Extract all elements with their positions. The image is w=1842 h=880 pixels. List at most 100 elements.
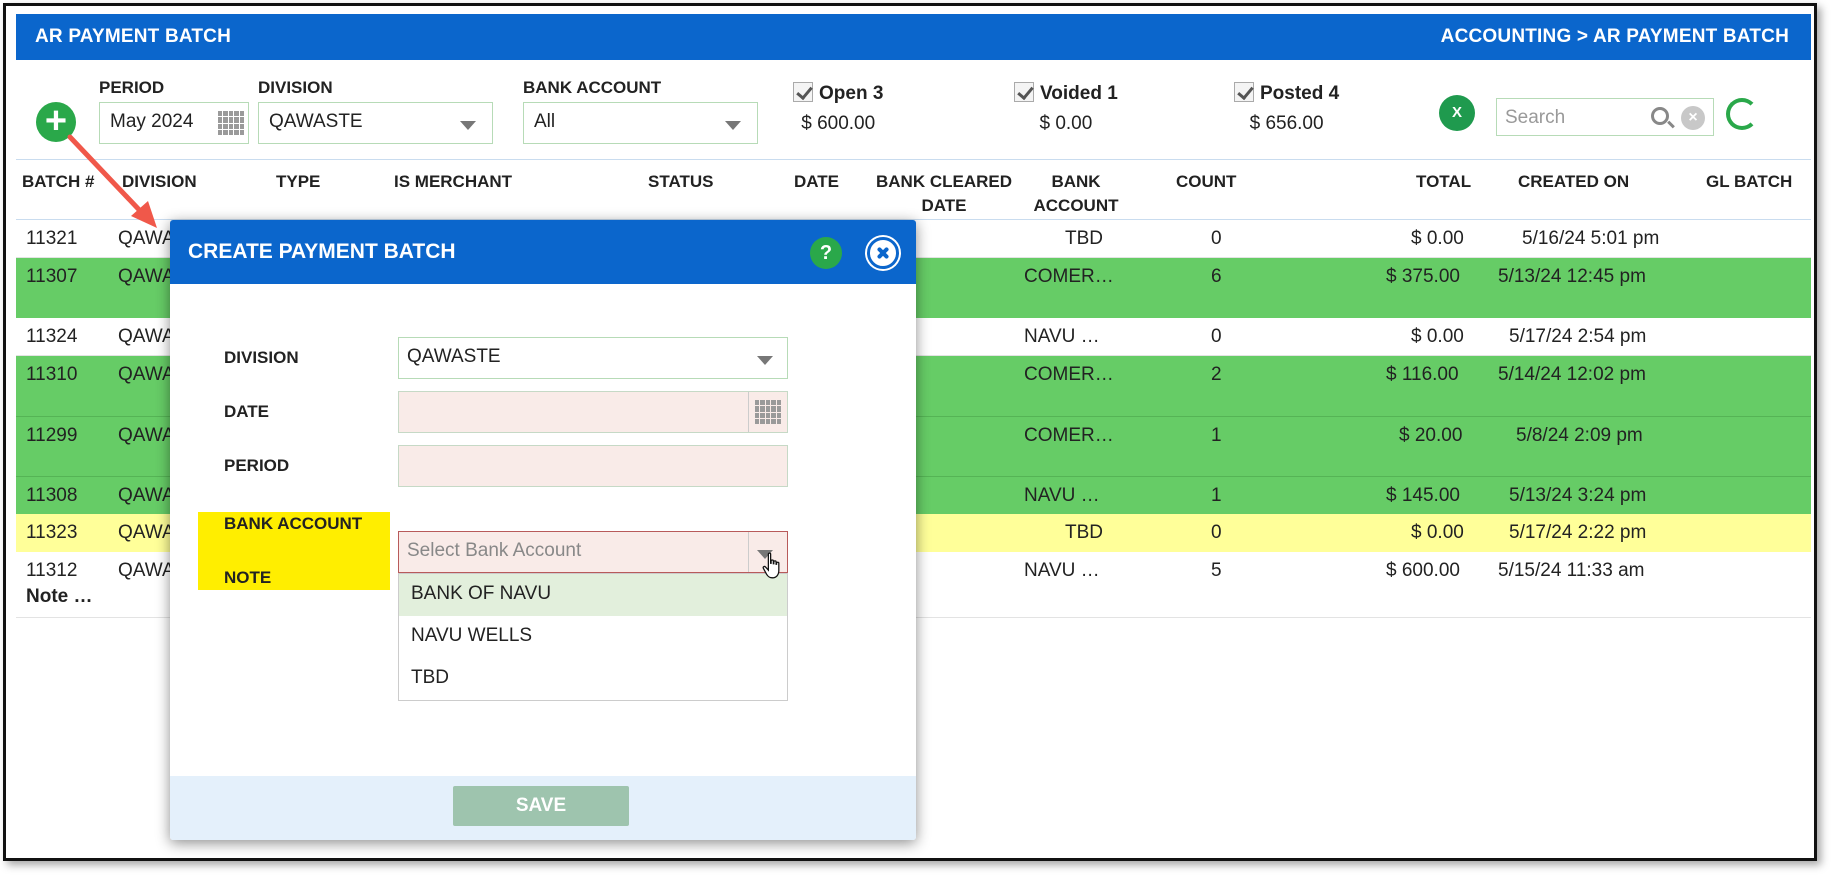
- cell-count: 0: [1211, 228, 1222, 249]
- col-count[interactable]: COUNT: [1176, 172, 1237, 191]
- cell-bank: COMER…: [1024, 266, 1114, 287]
- cell-total: $ 375.00: [1386, 266, 1460, 287]
- calendar-icon[interactable]: [218, 111, 244, 135]
- cell-bank: TBD: [1065, 228, 1103, 249]
- cell-batch: 11310: [26, 364, 78, 385]
- cell-total: $ 0.00: [1411, 522, 1464, 543]
- voided-stat-amount: $ 0.00: [1039, 113, 1093, 134]
- open-stat: Open 3 $ 600.00: [793, 82, 883, 135]
- dialog-division-value: QAWASTE: [407, 346, 501, 367]
- plus-circle-icon: +: [44, 100, 68, 142]
- cell-count: 1: [1211, 425, 1222, 446]
- chevron-down-icon: [757, 356, 773, 365]
- excel-export-button[interactable]: X: [1439, 95, 1475, 131]
- cell-batch: 11323: [26, 522, 78, 543]
- col-is-merchant[interactable]: IS MERCHANT: [394, 172, 513, 191]
- dialog-period-label: PERIOD: [224, 456, 290, 475]
- cell-total: $ 600.00: [1386, 560, 1460, 581]
- col-type[interactable]: TYPE: [276, 172, 321, 191]
- voided-checkbox[interactable]: [1014, 82, 1034, 102]
- dialog-division-label: DIVISION: [224, 348, 299, 367]
- dialog-period-input[interactable]: [398, 445, 788, 487]
- cell-count: 6: [1211, 266, 1222, 287]
- cell-batch: 11324: [26, 326, 78, 347]
- cell-division: QAWA: [118, 266, 175, 287]
- close-icon[interactable]: [867, 237, 899, 269]
- cell-created: 5/17/24 2:54 pm: [1509, 326, 1647, 347]
- col-date[interactable]: DATE: [794, 172, 840, 191]
- cell-total: $ 116.00: [1386, 364, 1459, 385]
- dialog-date-input[interactable]: [398, 391, 788, 433]
- col-division[interactable]: DIVISION: [122, 172, 197, 191]
- division-filter-select[interactable]: QAWASTE: [258, 102, 493, 144]
- posted-checkbox[interactable]: [1234, 82, 1254, 102]
- chevron-down-icon[interactable]: [757, 550, 773, 559]
- bank-filter-label: BANK ACCOUNT: [523, 78, 662, 97]
- cell-division: QAWA: [118, 425, 175, 446]
- cell-total: $ 0.00: [1411, 228, 1464, 249]
- cell-batch: 11321: [26, 228, 78, 249]
- bank-filter-select[interactable]: All: [523, 102, 758, 144]
- cell-created: 5/16/24 5:01 pm: [1522, 228, 1660, 249]
- dialog-footer: SAVE: [170, 776, 916, 840]
- cell-bank: NAVU …: [1024, 485, 1100, 506]
- cell-batch: 11307: [26, 266, 78, 287]
- col-bank-account[interactable]: BANK ACCOUNT: [1033, 172, 1119, 215]
- bank-account-highlight: [198, 512, 390, 590]
- dialog-division-select[interactable]: QAWASTE: [398, 337, 788, 379]
- cell-created: 5/14/24 12:02 pm: [1498, 364, 1646, 385]
- posted-stat-amount: $ 656.00: [1249, 113, 1324, 134]
- save-button[interactable]: SAVE: [453, 786, 629, 826]
- cell-created: 5/13/24 12:45 pm: [1498, 266, 1646, 287]
- cell-batch: 11299: [26, 425, 78, 446]
- excel-icon: X: [1451, 104, 1462, 121]
- cell-total: $ 0.00: [1411, 326, 1464, 347]
- clear-search-icon[interactable]: ×: [1681, 106, 1705, 130]
- cell-batch: 11312: [26, 560, 78, 581]
- dialog-bank-select[interactable]: Select Bank Account: [398, 531, 788, 573]
- col-total[interactable]: TOTAL: [1416, 172, 1472, 191]
- chevron-down-icon: [460, 121, 476, 130]
- cell-bank: COMER…: [1024, 364, 1114, 385]
- period-filter-input[interactable]: May 2024: [99, 102, 249, 144]
- cell-created: 5/8/24 2:09 pm: [1516, 425, 1643, 446]
- cell-bank: NAVU …: [1024, 326, 1100, 347]
- col-batch[interactable]: BATCH #: [22, 172, 95, 191]
- help-icon[interactable]: ?: [810, 237, 842, 269]
- dialog-bank-placeholder: Select Bank Account: [407, 540, 582, 561]
- cell-note: Note …: [26, 586, 93, 607]
- cell-created: 5/15/24 11:33 am: [1498, 560, 1645, 581]
- cell-division: QAWA: [118, 364, 175, 385]
- cell-total: $ 145.00: [1386, 485, 1460, 506]
- cell-count: 0: [1211, 326, 1222, 347]
- breadcrumb: ACCOUNTING > AR PAYMENT BATCH: [1440, 26, 1789, 47]
- search-box[interactable]: Search ×: [1496, 98, 1714, 136]
- col-created-on[interactable]: CREATED ON: [1518, 172, 1630, 191]
- dialog-date-label: DATE: [224, 402, 270, 421]
- calendar-icon[interactable]: [755, 400, 781, 424]
- search-icon[interactable]: [1651, 107, 1669, 125]
- cell-division: QAWA: [118, 326, 175, 347]
- cell-count: 5: [1211, 560, 1222, 581]
- col-bank-cleared-date[interactable]: BANK CLEARED DATE: [876, 172, 1012, 215]
- cell-count: 1: [1211, 485, 1222, 506]
- cell-created: 5/13/24 3:24 pm: [1509, 485, 1647, 506]
- dropdown-option-tbd[interactable]: TBD: [411, 667, 449, 688]
- add-batch-button[interactable]: +: [36, 102, 76, 142]
- search-input[interactable]: Search: [1505, 107, 1566, 128]
- dropdown-option-navu-wells[interactable]: NAVU WELLS: [411, 625, 533, 646]
- posted-stat: Posted 4 $ 656.00: [1234, 82, 1339, 135]
- col-gl-batch[interactable]: GL BATCH: [1706, 172, 1793, 191]
- division-filter-label: DIVISION: [258, 78, 333, 97]
- cell-created: 5/17/24 2:22 pm: [1509, 522, 1647, 543]
- table-header: BATCH # DIVISION TYPE IS MERCHANT STATUS…: [16, 160, 1811, 220]
- filter-toolbar: + PERIOD May 2024 DIVISION QAWASTE BANK …: [16, 60, 1811, 160]
- cell-bank: COMER…: [1024, 425, 1114, 446]
- open-checkbox[interactable]: [793, 82, 813, 102]
- col-status[interactable]: STATUS: [648, 172, 714, 191]
- dropdown-option-bank-of-navu[interactable]: BANK OF NAVU: [399, 574, 787, 616]
- voided-stat: Voided 1 $ 0.00: [1014, 82, 1118, 135]
- refresh-icon[interactable]: [1726, 98, 1758, 130]
- cell-division: QAWA: [118, 485, 175, 506]
- cell-bank: TBD: [1065, 522, 1103, 543]
